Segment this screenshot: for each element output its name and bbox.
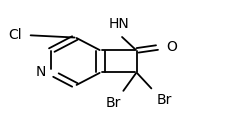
Text: HN: HN: [108, 17, 128, 31]
Text: N: N: [36, 65, 46, 79]
Text: Cl: Cl: [8, 28, 22, 42]
Text: Br: Br: [105, 96, 120, 110]
Text: O: O: [165, 40, 176, 54]
Text: Br: Br: [156, 93, 171, 107]
